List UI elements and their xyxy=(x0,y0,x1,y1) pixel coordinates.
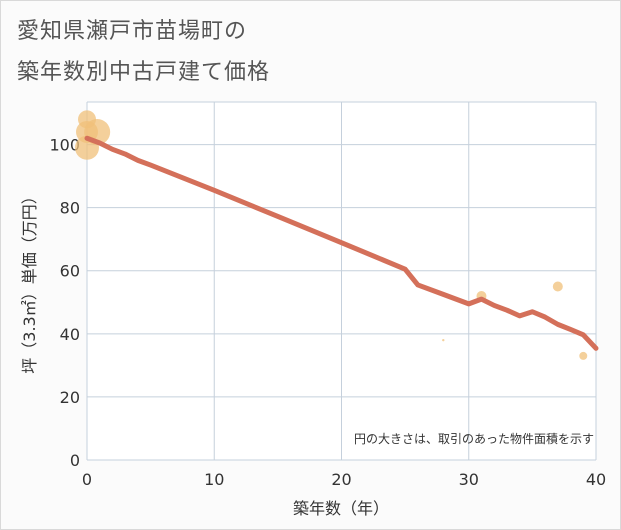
x-tick-label: 0 xyxy=(82,470,92,489)
trend-line xyxy=(84,135,599,351)
y-tick-label: 80 xyxy=(60,199,80,218)
y-tick-label: 40 xyxy=(60,325,80,344)
y-tick-label: 20 xyxy=(60,388,80,407)
data-point xyxy=(442,338,445,342)
x-axis-title: 築年数（年） xyxy=(293,499,389,518)
x-tick-label: 10 xyxy=(204,470,224,489)
y-tick-label: 60 xyxy=(60,262,80,281)
y-tick-label: 100 xyxy=(49,136,80,155)
y-axis-title: 坪（3.3㎡）単価（万円） xyxy=(20,188,39,373)
x-tick-label: 20 xyxy=(331,470,351,489)
chart-title-line2: 築年数別中古戸建て価格 xyxy=(17,60,271,85)
data-point xyxy=(552,281,563,292)
y-tick-label: 0 xyxy=(70,451,80,470)
gridlines xyxy=(86,101,597,461)
x-tick-label: 40 xyxy=(586,470,606,489)
y-tick-labels: 0 20 40 60 80 100 xyxy=(49,136,80,470)
x-tick-label: 30 xyxy=(459,470,479,489)
size-note: 円の大きさは、取引のあった物件面積を示す xyxy=(354,431,594,446)
data-point xyxy=(579,351,588,360)
chart-title-line1: 愛知県瀬戸市苗場町の xyxy=(17,19,248,44)
x-tick-labels: 0 10 20 30 40 xyxy=(82,470,606,489)
